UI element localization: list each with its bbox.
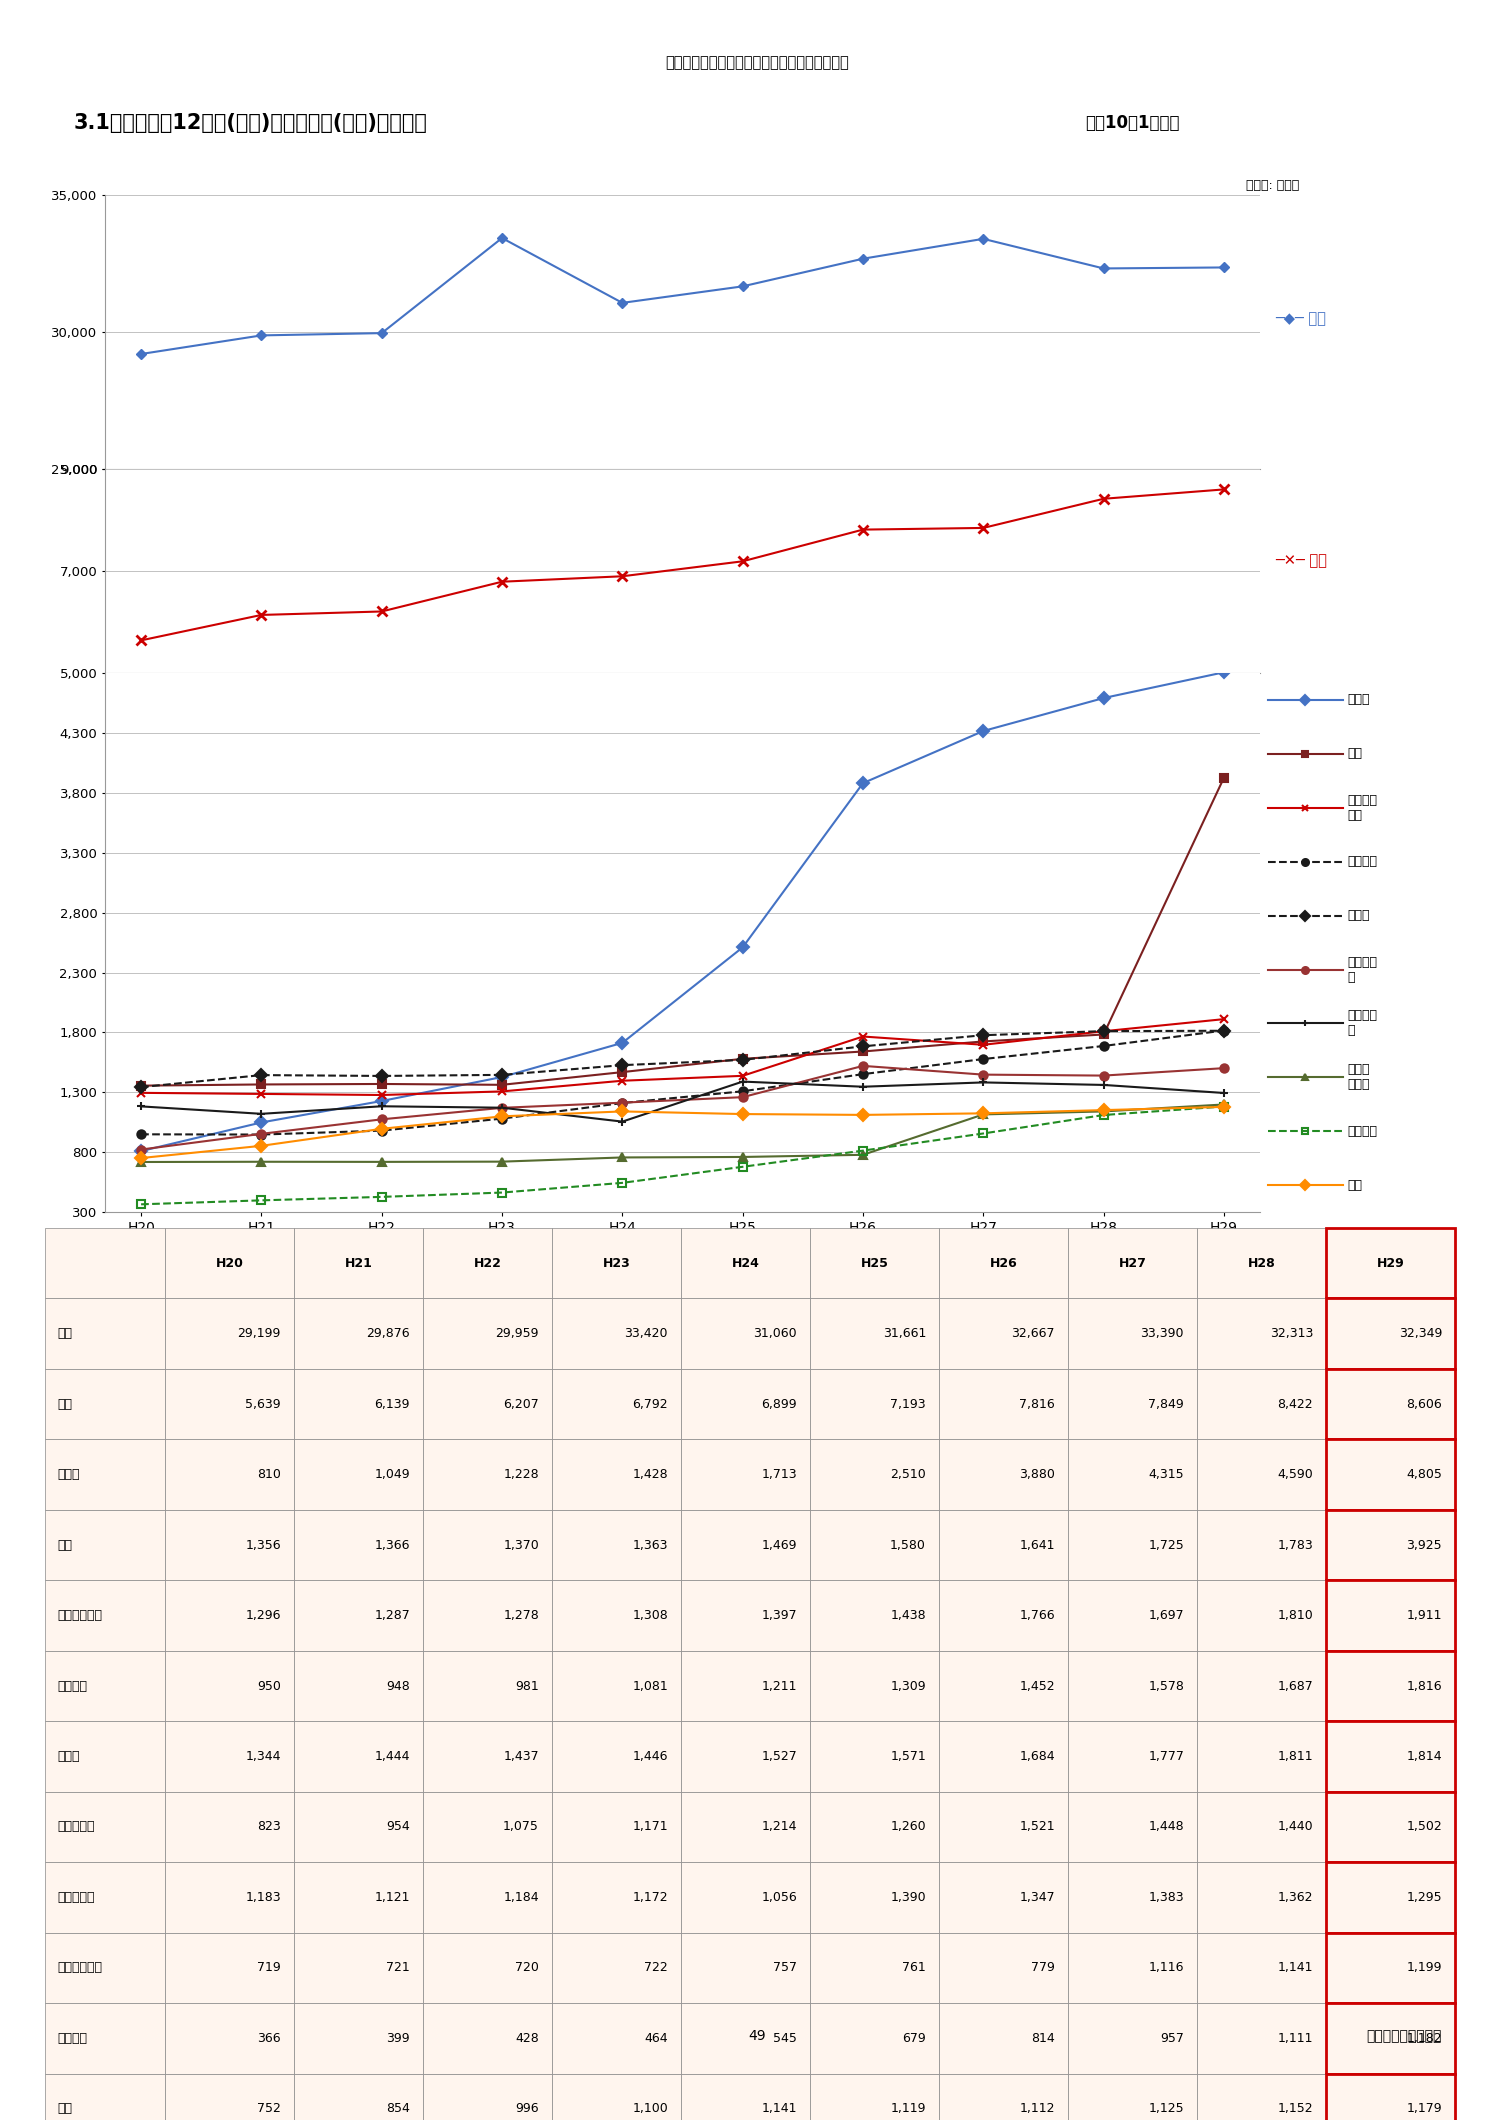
- Text: 各年10月1日現在: 各年10月1日現在: [1084, 114, 1179, 131]
- Text: インド: インド: [1347, 693, 1370, 706]
- Text: ─◆─ 中国: ─◆─ 中国: [1275, 312, 1326, 326]
- Text: 3.1別表　上位12か国(地域)の日系企業(拠点)数の推移: 3.1別表 上位12か国(地域)の日系企業(拠点)数の推移: [74, 112, 428, 134]
- Text: 台湾: 台湾: [1347, 1179, 1362, 1191]
- Text: タイ: タイ: [1347, 746, 1362, 761]
- Text: シンガ
ボール: シンガ ボール: [1347, 1064, 1370, 1092]
- Text: メキシコ: メキシコ: [1347, 1126, 1377, 1138]
- Text: （単位: 拠点）: （単位: 拠点）: [1245, 178, 1299, 191]
- Text: ─✕─ 米国: ─✕─ 米国: [1275, 553, 1328, 568]
- Text: ベトナム: ベトナム: [1347, 854, 1377, 869]
- Text: 外務省領事局政策課: 外務省領事局政策課: [1366, 2029, 1442, 2044]
- Text: 49: 49: [748, 2029, 766, 2044]
- Text: マレーシ
ア: マレーシ ア: [1347, 1009, 1377, 1037]
- Text: インドネ
シア: インドネ シア: [1347, 793, 1377, 823]
- Text: 海外在留邦人数調査統計（平成３０年要約版）: 海外在留邦人数調査統計（平成３０年要約版）: [666, 55, 849, 70]
- Text: フィリビ
ン: フィリビ ン: [1347, 956, 1377, 984]
- Text: ドイツ: ドイツ: [1347, 909, 1370, 922]
